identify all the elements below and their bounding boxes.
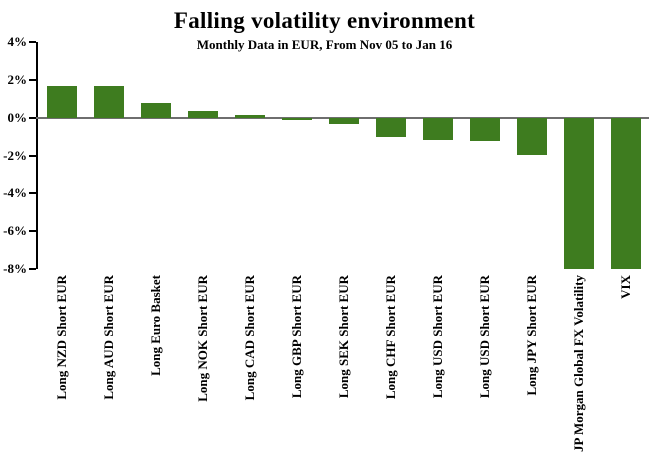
y-axis-tick	[29, 230, 36, 233]
x-axis-label: JP Morgan Global FX Volatility	[570, 275, 586, 452]
y-axis-tick	[29, 268, 36, 270]
y-axis-tick	[29, 41, 36, 43]
x-axis-label: Long Euro Basket	[147, 275, 163, 376]
y-tick-label: -2%	[3, 147, 27, 163]
x-label-cell: Long NZD Short EUR	[38, 275, 85, 463]
y-tick-label: 4%	[7, 34, 28, 49]
x-axis-label: Long NOK Short EUR	[194, 275, 210, 402]
y-axis-tick	[29, 78, 36, 81]
plot-area: 4% 2% 0% -2% -4% -6% -8%	[3, 34, 649, 276]
y-tick-label: 2%	[7, 71, 28, 87]
y-tick-label: -6%	[3, 223, 27, 239]
bar	[610, 117, 641, 269]
bar	[563, 117, 594, 269]
y-tick-label: -8%	[3, 261, 27, 276]
x-label-cell: Long Euro Basket	[132, 275, 179, 463]
y-axis-line	[36, 42, 38, 269]
x-axis-label: Long GBP Short EUR	[288, 275, 304, 399]
y-tick-label: -4%	[3, 185, 27, 201]
bar	[187, 111, 218, 118]
x-axis-label: VIX	[617, 275, 633, 299]
bar	[328, 117, 359, 125]
x-label-cell: Long CHF Short EUR	[367, 275, 414, 463]
bar	[469, 117, 500, 142]
x-label-cell: Long AUD Short EUR	[85, 275, 132, 463]
x-axis-labels: Long NZD Short EUR Long AUD Short EUR Long…	[38, 275, 649, 463]
chart-title: Falling volatility environment	[173, 8, 476, 33]
x-axis-label: Long CAD Short EUR	[241, 275, 257, 401]
x-label-cell: Long USD Short EUR	[414, 275, 461, 463]
bar	[516, 117, 547, 156]
x-axis-label: Long JPY Short EUR	[523, 275, 539, 396]
bar	[46, 85, 77, 118]
x-axis-label: Long USD Short EUR	[429, 275, 445, 399]
x-label-cell: Long SEK Short EUR	[320, 275, 367, 463]
x-axis-label: Long NZD Short EUR	[53, 275, 69, 400]
x-axis-label: Long CHF Short EUR	[382, 275, 398, 400]
y-axis-tick	[29, 154, 36, 157]
bar	[422, 117, 453, 141]
y-axis-tick	[29, 192, 36, 195]
x-axis-label: Long SEK Short EUR	[335, 275, 351, 399]
x-label-cell: JP Morgan Global FX Volatility	[555, 275, 602, 463]
x-label-cell: Long JPY Short EUR	[508, 275, 555, 463]
y-tick-label: 0%	[7, 109, 28, 125]
x-label-cell: Long GBP Short EUR	[273, 275, 320, 463]
bar	[140, 102, 171, 118]
x-label-cell: Long NOK Short EUR	[179, 275, 226, 463]
y-axis-tick	[29, 116, 36, 119]
bar	[234, 114, 265, 118]
x-axis-label: Long USD Short EUR	[476, 275, 492, 399]
x-axis-label: Long AUD Short EUR	[100, 275, 116, 400]
bar	[281, 117, 312, 120]
x-label-cell: Long CAD Short EUR	[226, 275, 273, 463]
bar	[93, 86, 124, 118]
x-label-cell: VIX	[602, 275, 649, 463]
x-label-cell: Long USD Short EUR	[461, 275, 508, 463]
chart-subtitle: Monthly Data in EUR, From Nov 05 to Jan …	[196, 37, 453, 52]
bar	[375, 117, 406, 137]
